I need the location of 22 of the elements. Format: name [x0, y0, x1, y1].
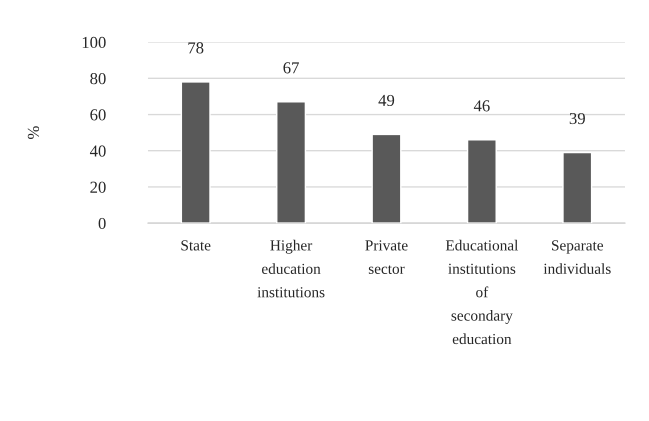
x-tick-label: Educational institutions of secondary education — [446, 240, 518, 344]
bar — [466, 139, 497, 224]
bar — [562, 152, 592, 224]
data-label: 67 — [283, 62, 299, 74]
y-tick-label: 100 — [82, 36, 106, 48]
y-tick-label: 0 — [98, 218, 106, 230]
x-tick-label: Higher education institutions — [257, 240, 324, 298]
bar — [276, 101, 306, 224]
data-label: 39 — [570, 112, 585, 124]
data-label: 78 — [188, 42, 204, 54]
bar — [180, 81, 211, 224]
bar — [371, 134, 402, 224]
y-tick-label: 60 — [90, 109, 106, 120]
data-label: 49 — [378, 94, 394, 106]
y-tick-label: 80 — [90, 73, 106, 84]
y-tick-label: 40 — [90, 145, 106, 157]
x-tick-label: State — [181, 240, 210, 251]
y-tick-label: 20 — [90, 182, 106, 193]
x-tick-label: Separate individuals — [544, 240, 611, 274]
y-axis-title: % — [28, 126, 40, 139]
data-label: 46 — [474, 100, 490, 112]
x-tick-label: Private sector — [365, 240, 408, 274]
